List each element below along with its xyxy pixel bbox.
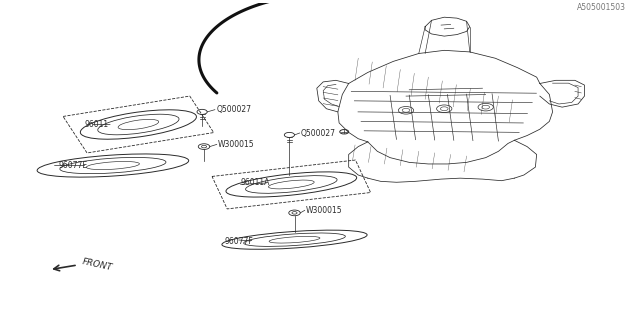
Text: FRONT: FRONT (81, 257, 113, 273)
Text: 96077F: 96077F (225, 237, 253, 246)
Text: W300015: W300015 (306, 206, 342, 215)
Text: Q500027: Q500027 (216, 105, 251, 114)
Text: 96011: 96011 (84, 120, 108, 129)
Text: W300015: W300015 (218, 140, 255, 149)
Text: 96011A: 96011A (241, 178, 269, 188)
Text: A505001503: A505001503 (577, 4, 626, 12)
Text: Q500027: Q500027 (301, 129, 336, 138)
Text: 96077E: 96077E (59, 161, 88, 170)
